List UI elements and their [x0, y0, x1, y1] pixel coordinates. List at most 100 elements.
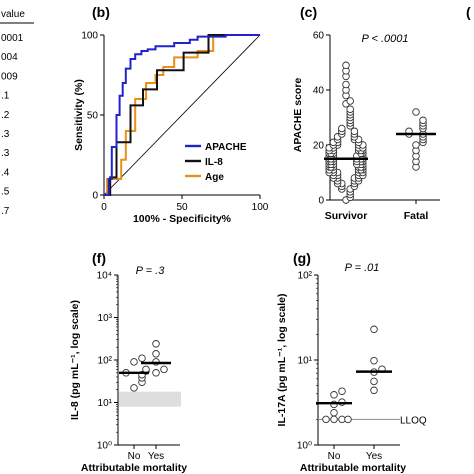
roc-y-tick-label: 100	[81, 31, 98, 42]
il8-lloq-band	[119, 391, 181, 407]
apache-point-survivor	[338, 124, 346, 133]
il17a-p-value: P = .01	[345, 262, 380, 274]
il8-point-no	[130, 384, 138, 392]
roc-ticks: 0 50 100 0 50 100	[81, 31, 268, 214]
roc-x-label: 100% - Specificity%	[133, 213, 232, 225]
roc-chart: 0 50 100 0 50 100 APACHE IL-8 Age 100% - Spec…	[73, 31, 269, 226]
panel-label-c: (c)	[300, 4, 317, 20]
il8-y-tick-label: 10¹	[98, 398, 113, 409]
apache-point-fatal	[412, 141, 420, 149]
left-column-item: .4	[1, 167, 10, 178]
left-column-item: .3	[1, 148, 10, 159]
apache-score-chart: P < .0001 0 20 40 60 Survivor Fatal APACHE sc…	[292, 31, 440, 223]
il17a-point-no	[330, 408, 338, 417]
apache-y-tick-label: 40	[313, 86, 325, 97]
panel-label-g: (g)	[293, 250, 311, 266]
il8-point-no	[138, 354, 146, 362]
left-column-item: .5	[1, 187, 10, 198]
il8-y-tick-label: 10²	[98, 356, 113, 367]
il17a-points	[316, 325, 392, 424]
il17a-point-yes	[370, 325, 378, 334]
il17a-y-label: IL-17A (pg mL⁻¹, log scale)	[276, 294, 288, 427]
il8-p-value: P = .3	[136, 265, 166, 277]
apache-point-survivor	[346, 105, 354, 113]
left-column-item: .3	[1, 129, 10, 140]
roc-line-age	[104, 34, 260, 196]
apache-p-value: P < .0001	[362, 33, 409, 45]
roc-x-tick-label: 0	[101, 202, 107, 213]
apache-y-tick-label: 60	[313, 31, 325, 42]
roc-legend: APACHE IL-8 Age	[185, 142, 247, 183]
apache-y-label: APACHE score	[292, 78, 304, 153]
il8-x-tick-label: Yes	[148, 451, 164, 462]
il8-point-yes	[152, 369, 160, 377]
il17a-y-tick-label: 10¹	[298, 356, 313, 367]
left-column-item: .7	[1, 206, 10, 217]
il8-shaded-band	[119, 391, 181, 407]
apache-point-fatal	[419, 116, 427, 125]
roc-series	[104, 34, 260, 196]
il8-points	[119, 340, 171, 392]
apache-point-fatal	[412, 108, 420, 116]
il8-x-label: Attributable mortality	[81, 462, 187, 474]
left-column-header: value	[1, 9, 25, 20]
il17a-y-tick-label: 10⁰	[297, 441, 312, 452]
apache-y-tick-label: 0	[318, 196, 324, 207]
roc-y-tick-label: 0	[92, 191, 98, 202]
panel-label-f: (f)	[92, 250, 106, 266]
left-column-item: 004	[1, 52, 18, 63]
il8-y-label: IL-8 (pg mL⁻¹, log scale)	[69, 300, 81, 420]
il8-point-no	[130, 358, 138, 366]
il17a-lloq-label: LLOQ	[400, 415, 427, 426]
il17a-x-tick-label: No	[328, 451, 341, 462]
il17a-x-label: Attributable mortality	[300, 462, 406, 474]
il8-ticks: 10⁰ 10¹ 10² 10³ 10⁴ No Yes	[97, 271, 165, 463]
il8-y-tick-label: 10³	[98, 313, 113, 324]
apache-ticks: 0 20 40 60 Survivor Fatal	[313, 31, 428, 223]
left-column-item: .1	[1, 91, 10, 102]
roc-y-label: Sensitivity (%)	[73, 79, 85, 151]
panel-label-partial: (	[466, 4, 471, 20]
il17a-point-no	[338, 387, 346, 395]
roc-line-apache	[104, 34, 260, 196]
il8-chart: P = .3 10⁰ 10¹ 10² 10³ 10⁴ No Yes Attributable…	[69, 265, 187, 474]
il17a-chart: P = .01 LLOQ 10⁰ 10¹ 10² No Yes Attributable…	[276, 262, 427, 474]
panel-label-b: (b)	[92, 4, 110, 20]
il8-point-yes	[160, 365, 168, 374]
il17a-point-no	[330, 391, 338, 399]
apache-point-survivor	[346, 97, 354, 105]
left-column-item: 0001	[1, 33, 24, 44]
legend-label-il8: IL-8	[205, 157, 223, 168]
legend-label-age: Age	[205, 172, 224, 183]
il8-point-yes	[152, 350, 160, 358]
apache-point-survivor	[342, 80, 350, 89]
il8-y-tick-label: 10⁴	[97, 271, 112, 282]
il17a-y-tick-label: 10²	[298, 271, 313, 282]
apache-point-survivor	[342, 61, 350, 70]
il17a-ticks: 10⁰ 10¹ 10² No Yes	[297, 271, 382, 463]
apache-x-tick-label: Survivor	[325, 210, 368, 222]
legend-label-apache: APACHE	[205, 142, 247, 153]
il17a-point-yes	[370, 356, 378, 365]
il17a-x-tick-label: Yes	[366, 451, 382, 462]
apache-y-tick-label: 20	[313, 141, 325, 152]
il17a-point-yes	[370, 386, 378, 395]
il8-y-tick-label: 10⁰	[97, 441, 112, 452]
il17a-point-no	[344, 415, 352, 424]
left-partial-table: value 0001 004 009 .1 .2 .3 .3 .4 .5 .7	[0, 9, 34, 217]
left-column-item: .2	[1, 110, 10, 121]
roc-x-tick-label: 100	[252, 202, 269, 213]
roc-line-il8	[104, 34, 260, 196]
il8-x-tick-label: No	[128, 451, 141, 462]
roc-reference-line	[103, 34, 261, 196]
apache-point-survivor	[350, 127, 359, 136]
apache-x-tick-label: Fatal	[404, 210, 429, 222]
roc-x-tick-label: 50	[176, 202, 188, 213]
left-column-items: 0001 004 009 .1 .2 .3 .3 .4 .5 .7	[1, 33, 24, 217]
il8-point-yes	[152, 340, 160, 348]
left-column-item: 009	[1, 71, 18, 82]
apache-points	[324, 61, 436, 204]
il17a-point-no	[322, 415, 330, 424]
il17a-point-no	[330, 415, 338, 424]
